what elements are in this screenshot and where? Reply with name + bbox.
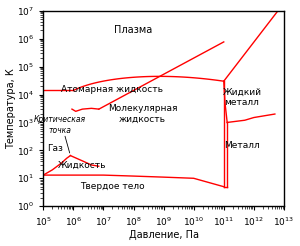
Text: Жидкость: Жидкость [58,160,106,169]
Text: Атомарная жидкость: Атомарная жидкость [61,85,164,94]
Text: Критическая
точка: Критическая точка [34,115,86,135]
Y-axis label: Температура, К: Температура, К [6,68,16,149]
Text: Газ: Газ [47,144,63,153]
Text: Жидкий
металл: Жидкий металл [222,88,261,107]
X-axis label: Давление, Па: Давление, Па [129,231,199,240]
Text: Молекулярная
жидкость: Молекулярная жидкость [108,104,177,124]
Text: Металл: Металл [224,141,260,150]
Text: Плазма: Плазма [114,25,153,35]
Text: Твердое тело: Твердое тело [80,182,145,191]
